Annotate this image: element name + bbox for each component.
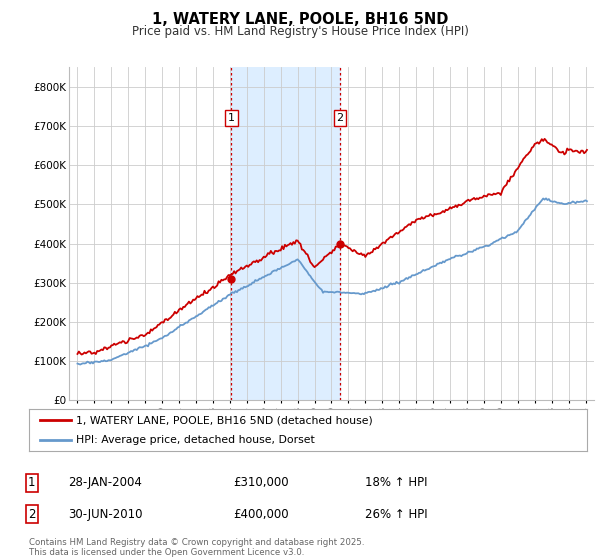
Text: 30-JUN-2010: 30-JUN-2010 xyxy=(68,507,142,521)
Text: 1, WATERY LANE, POOLE, BH16 5ND: 1, WATERY LANE, POOLE, BH16 5ND xyxy=(152,12,448,27)
Text: Price paid vs. HM Land Registry's House Price Index (HPI): Price paid vs. HM Land Registry's House … xyxy=(131,25,469,38)
Text: 18% ↑ HPI: 18% ↑ HPI xyxy=(365,476,427,489)
Text: £310,000: £310,000 xyxy=(233,476,289,489)
Text: £400,000: £400,000 xyxy=(233,507,289,521)
Text: 2: 2 xyxy=(28,507,35,521)
Text: 1, WATERY LANE, POOLE, BH16 5ND (detached house): 1, WATERY LANE, POOLE, BH16 5ND (detache… xyxy=(76,415,373,425)
Text: 26% ↑ HPI: 26% ↑ HPI xyxy=(365,507,427,521)
Text: 1: 1 xyxy=(228,113,235,123)
Text: Contains HM Land Registry data © Crown copyright and database right 2025.
This d: Contains HM Land Registry data © Crown c… xyxy=(29,538,364,557)
Bar xyxy=(231,67,340,400)
Text: 1: 1 xyxy=(28,476,35,489)
Text: 28-JAN-2004: 28-JAN-2004 xyxy=(68,476,142,489)
Text: HPI: Average price, detached house, Dorset: HPI: Average price, detached house, Dors… xyxy=(76,435,315,445)
Text: 2: 2 xyxy=(337,113,344,123)
